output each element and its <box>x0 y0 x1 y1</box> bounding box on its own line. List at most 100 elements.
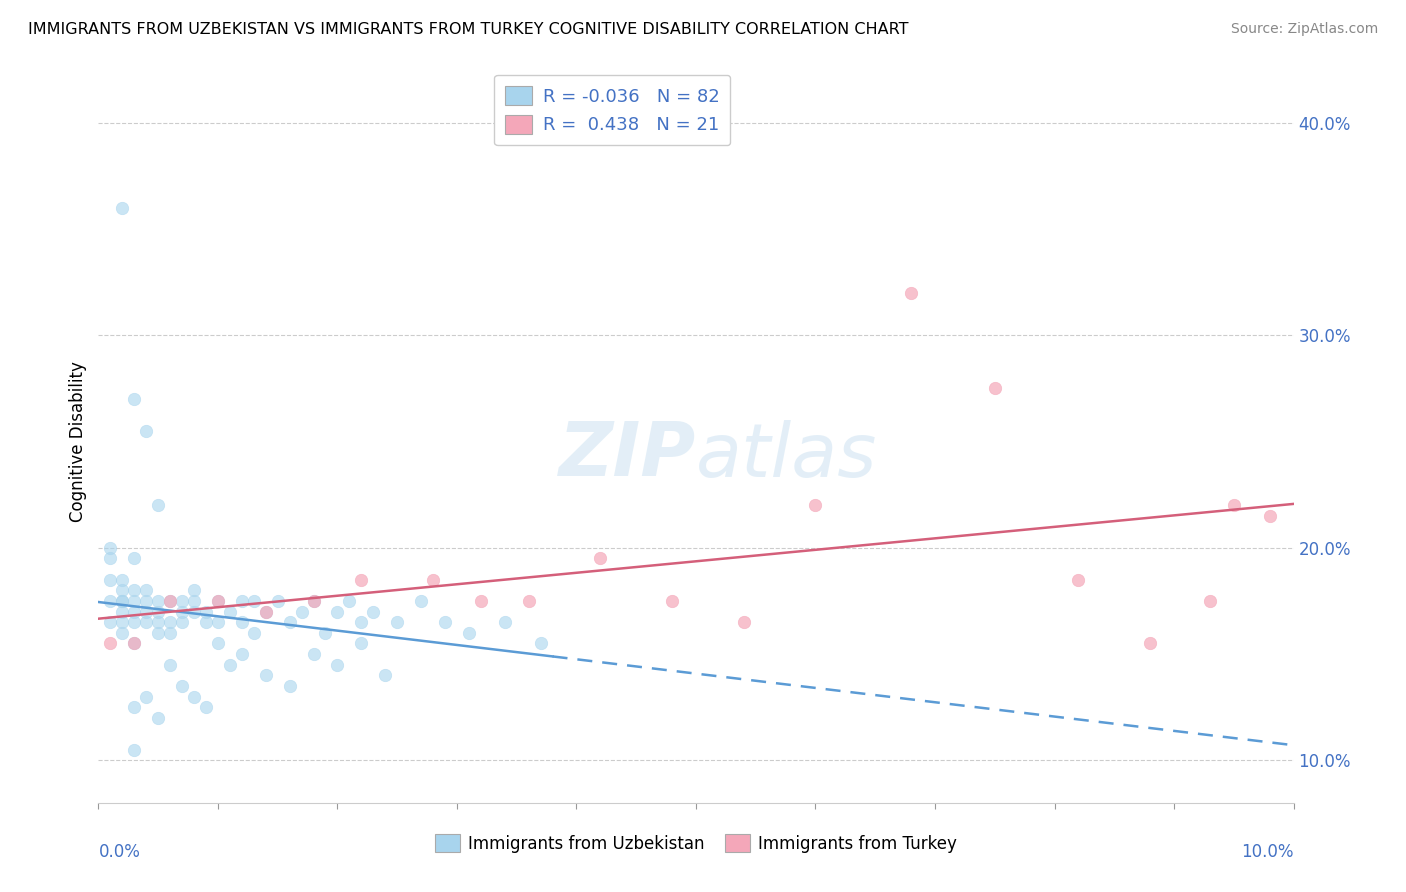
Point <box>231 647 253 661</box>
Point <box>1199 594 1222 608</box>
Point <box>124 583 146 598</box>
Point <box>98 636 122 650</box>
Point <box>254 668 277 682</box>
Point <box>172 605 194 619</box>
Point <box>148 711 170 725</box>
Point <box>291 605 314 619</box>
Point <box>195 605 218 619</box>
Point <box>98 594 122 608</box>
Point <box>661 594 683 608</box>
Point <box>339 594 361 608</box>
Point <box>254 605 277 619</box>
Point <box>111 201 134 215</box>
Point <box>350 636 373 650</box>
Point <box>183 594 205 608</box>
Point <box>422 573 444 587</box>
Point <box>148 498 170 512</box>
Point <box>135 424 157 438</box>
Point <box>195 700 218 714</box>
Point <box>458 625 481 640</box>
Point <box>148 615 170 630</box>
Point <box>1223 498 1246 512</box>
Text: 10.0%: 10.0% <box>1241 843 1294 861</box>
Point <box>278 615 301 630</box>
Point <box>135 594 157 608</box>
Point <box>315 625 337 640</box>
Point <box>589 551 612 566</box>
Point <box>111 594 134 608</box>
Point <box>231 615 253 630</box>
Point <box>111 615 134 630</box>
Point <box>326 605 349 619</box>
Point <box>302 594 325 608</box>
Point <box>148 625 170 640</box>
Point <box>124 594 146 608</box>
Point <box>98 615 122 630</box>
Point <box>733 615 755 630</box>
Point <box>135 605 157 619</box>
Point <box>530 636 553 650</box>
Point <box>1258 508 1281 523</box>
Point <box>411 594 433 608</box>
Point <box>494 615 516 630</box>
Text: 0.0%: 0.0% <box>98 843 141 861</box>
Point <box>124 700 146 714</box>
Text: Source: ZipAtlas.com: Source: ZipAtlas.com <box>1230 22 1378 37</box>
Point <box>135 615 157 630</box>
Point <box>302 594 325 608</box>
Point <box>159 657 181 672</box>
Point <box>111 625 134 640</box>
Point <box>302 647 325 661</box>
Point <box>207 615 229 630</box>
Point <box>374 668 396 682</box>
Point <box>124 392 146 406</box>
Point <box>98 541 122 555</box>
Point <box>350 573 373 587</box>
Point <box>172 594 194 608</box>
Point <box>98 573 122 587</box>
Y-axis label: Cognitive Disability: Cognitive Disability <box>69 361 87 522</box>
Point <box>124 636 146 650</box>
Point <box>183 605 205 619</box>
Point <box>434 615 457 630</box>
Point <box>363 605 385 619</box>
Point <box>350 615 373 630</box>
Point <box>172 679 194 693</box>
Point <box>135 838 157 853</box>
Point <box>159 594 181 608</box>
Point <box>1139 636 1161 650</box>
Point <box>183 583 205 598</box>
Point <box>124 551 146 566</box>
Point <box>900 285 922 300</box>
Point <box>207 636 229 650</box>
Point <box>278 679 301 693</box>
Point <box>243 594 266 608</box>
Point <box>111 605 134 619</box>
Text: atlas: atlas <box>696 420 877 492</box>
Point <box>111 594 134 608</box>
Point <box>183 690 205 704</box>
Point <box>1067 573 1090 587</box>
Point <box>231 594 253 608</box>
Point <box>172 615 194 630</box>
Point <box>111 573 134 587</box>
Text: IMMIGRANTS FROM UZBEKISTAN VS IMMIGRANTS FROM TURKEY COGNITIVE DISABILITY CORREL: IMMIGRANTS FROM UZBEKISTAN VS IMMIGRANTS… <box>28 22 908 37</box>
Point <box>326 657 349 672</box>
Point <box>98 551 122 566</box>
Point <box>135 690 157 704</box>
Point <box>254 605 277 619</box>
Point <box>148 594 170 608</box>
Point <box>219 657 242 672</box>
Point <box>243 625 266 640</box>
Point <box>984 381 1007 395</box>
Point <box>385 615 409 630</box>
Point <box>219 605 242 619</box>
Point <box>124 742 146 756</box>
Point <box>207 594 229 608</box>
Point <box>804 498 827 512</box>
Point <box>470 594 492 608</box>
Point <box>159 594 181 608</box>
Point <box>124 615 146 630</box>
Point <box>207 594 229 608</box>
Point <box>124 636 146 650</box>
